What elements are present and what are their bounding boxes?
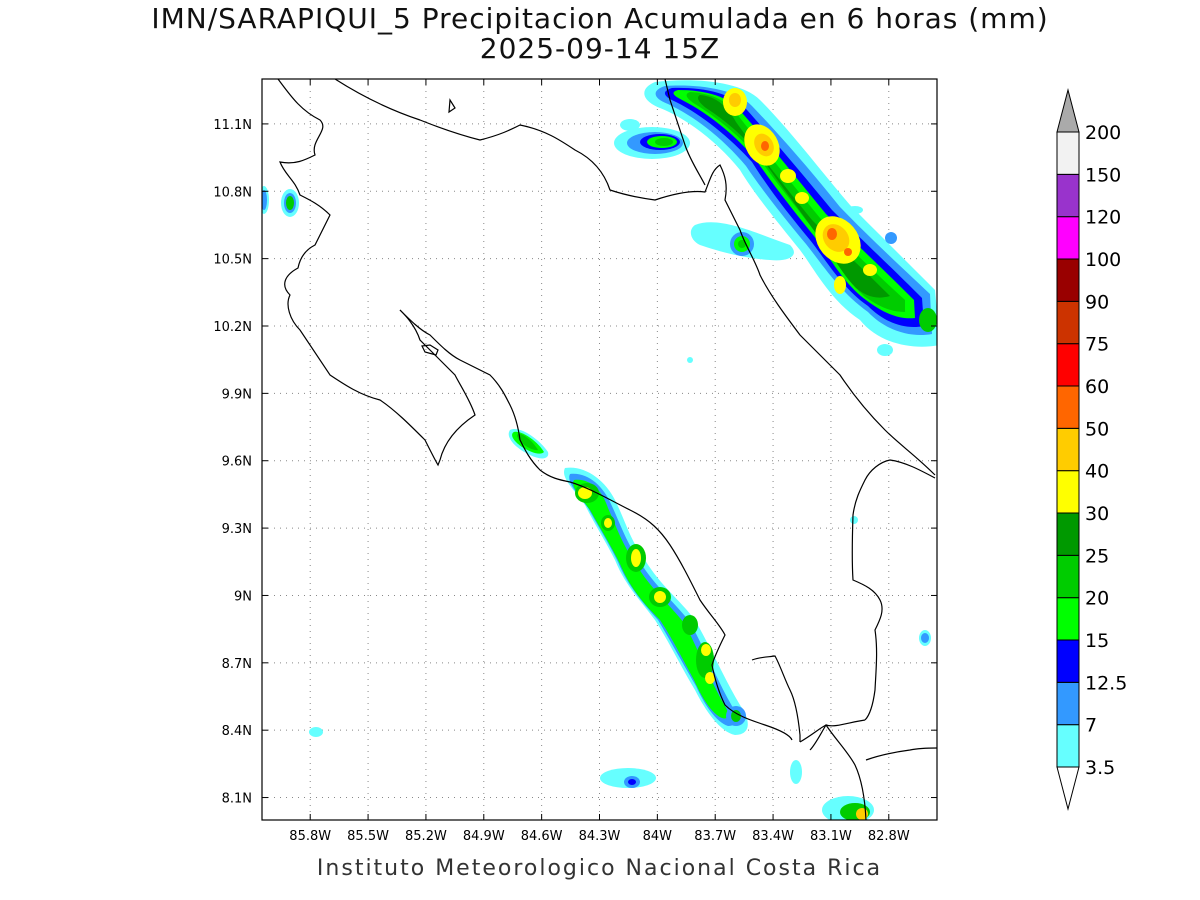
colorbar-level-label: 25 <box>1085 545 1109 567</box>
lon-tick-label: 85.5W <box>347 829 389 844</box>
colorbar-level-label: 90 <box>1085 291 1109 313</box>
lat-tick-label: 9.9N <box>222 387 252 402</box>
colorbar-level-label: 7 <box>1085 715 1097 737</box>
lon-tick-label: 85.8W <box>289 829 331 844</box>
colorbar-segment <box>1056 470 1080 514</box>
lon-tick-label: 84.9W <box>463 829 505 844</box>
lat-tick-label: 9.3N <box>222 522 252 537</box>
map-subtitle-datetime: 2025-09-14 15Z <box>479 32 721 65</box>
colorbar-level-label: 150 <box>1085 164 1121 186</box>
colorbar-segment <box>1056 597 1080 641</box>
colorbar-level-label: 40 <box>1085 461 1109 483</box>
precip-cell-caribbean-north <box>644 80 937 347</box>
lon-tick-label: 84.3W <box>579 829 621 844</box>
lon-tick-label: 84.6W <box>521 829 563 844</box>
colorbar-segment <box>1056 173 1080 218</box>
lat-tick-label: 11.1N <box>213 118 252 133</box>
colorbar-segment <box>1056 300 1080 345</box>
precip-cell-pacific-coast <box>508 429 748 735</box>
lat-tick-label: 10.2N <box>213 320 252 335</box>
colorbar-segment <box>1056 427 1080 472</box>
precipitation-field <box>262 80 937 820</box>
colorbar-segment <box>1056 258 1080 302</box>
colorbar-segment <box>1056 639 1080 683</box>
institution-credit: Instituto Meteorologico Nacional Costa R… <box>316 856 883 881</box>
colorbar-level-label: 100 <box>1085 249 1121 271</box>
lon-tick-label: 83.1W <box>810 829 852 844</box>
precip-cell-isolated <box>262 186 937 820</box>
lat-tick-label: 10.5N <box>213 253 252 268</box>
colorbar-under-arrow <box>1056 766 1080 811</box>
colorbar-segment <box>1056 343 1080 387</box>
colorbar-segment <box>1056 216 1080 260</box>
lat-tick-label: 8.4N <box>222 724 252 739</box>
colorbar-level-label: 120 <box>1085 207 1121 229</box>
colorbar-level-label: 75 <box>1085 334 1109 356</box>
colorbar-segment <box>1056 131 1080 175</box>
lat-tick-label: 8.1N <box>222 792 252 807</box>
colorbar-legend: 3.5 7 12.5 15 20 25 30 40 50 60 75 90 100 120 150 200 <box>1056 88 1127 811</box>
lon-tick-label: 83.7W <box>694 829 736 844</box>
colorbar-level-label: 20 <box>1085 588 1109 610</box>
lon-tick-label: 85.2W <box>405 829 447 844</box>
colorbar-level-label: 30 <box>1085 503 1109 525</box>
lat-tick-label: 9N <box>234 589 252 604</box>
lon-tick-label: 84W <box>643 829 673 844</box>
colorbar-level-label: 200 <box>1085 122 1121 144</box>
colorbar-level-label: 50 <box>1085 418 1109 440</box>
map-axes: 85.8W 85.5W 85.2W 84.9W 84.6W 84.3W 84W 83.7W 83… <box>213 79 937 844</box>
colorbar-segment <box>1056 724 1080 768</box>
precip-cell-lake-nicaragua <box>614 119 690 159</box>
map-title: IMN/SARAPIQUI_5 Precipitacion Acumulada … <box>151 2 1049 35</box>
colorbar-segment <box>1056 385 1080 429</box>
coastlines-and-borders <box>277 79 937 820</box>
colorbar-level-label: 12.5 <box>1085 672 1127 694</box>
colorbar-level-label: 15 <box>1085 630 1109 652</box>
colorbar-segment <box>1056 554 1080 599</box>
lat-tick-label: 9.6N <box>222 455 252 470</box>
lat-tick-label: 8.7N <box>222 657 252 672</box>
lon-tick-label: 83.4W <box>752 829 794 844</box>
precip-cell-north-border <box>690 222 794 261</box>
lon-tick-label: 82.8W <box>868 829 910 844</box>
colorbar-level-label: 60 <box>1085 376 1109 398</box>
colorbar-over-arrow <box>1056 88 1080 133</box>
colorbar-level-label: 3.5 <box>1085 757 1115 779</box>
lat-tick-label: 10.8N <box>213 185 252 200</box>
colorbar-segment <box>1056 512 1080 556</box>
colorbar-segment <box>1056 681 1080 726</box>
